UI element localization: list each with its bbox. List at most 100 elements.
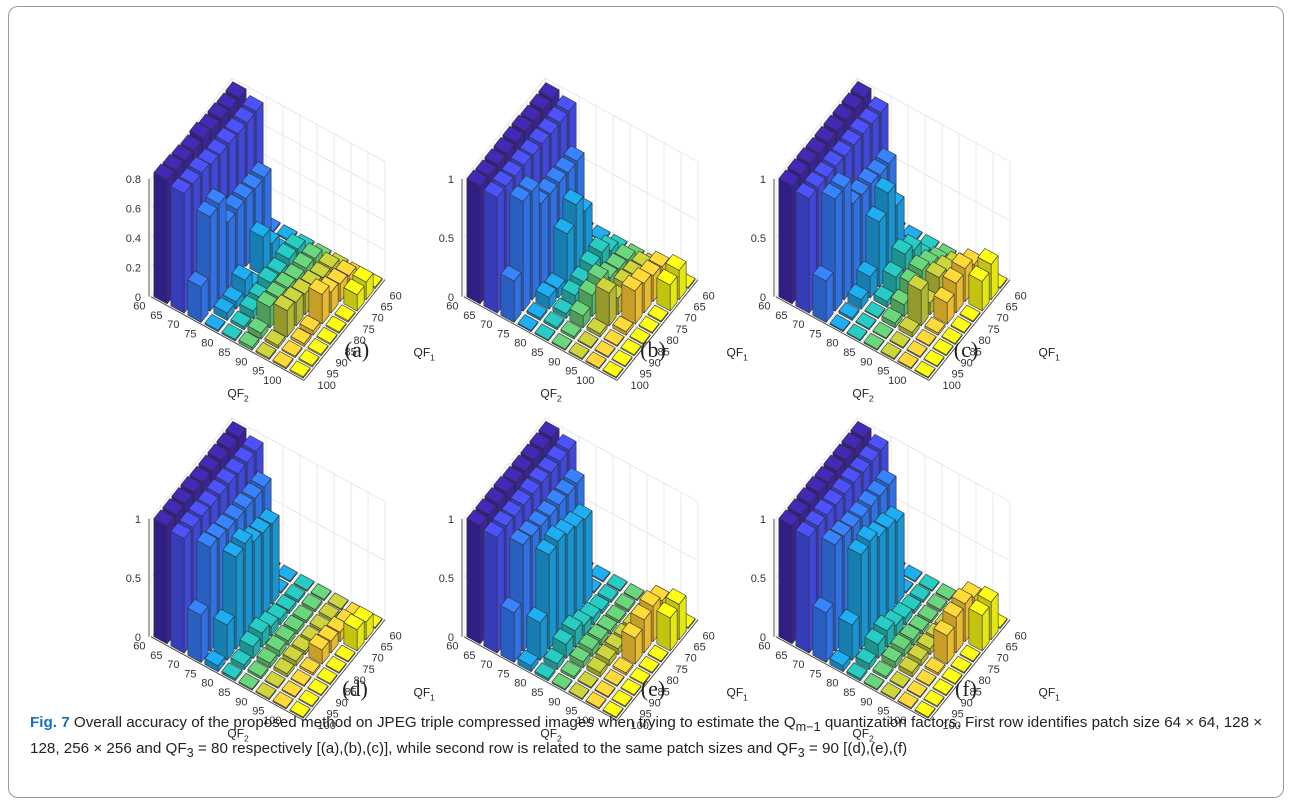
bar-face-front — [244, 534, 253, 639]
bar — [620, 338, 642, 357]
bar-face-top — [230, 648, 252, 666]
bar-face-top — [483, 181, 505, 198]
bar — [327, 592, 349, 611]
bar-face-top — [171, 487, 193, 504]
qf2-tick-label: 60 — [758, 640, 770, 652]
qf1-tick-label: 65 — [1006, 642, 1018, 654]
qf2-tick-label: 70 — [792, 659, 804, 671]
bar-face-top — [832, 103, 854, 121]
bar-face-top — [299, 314, 321, 332]
bar-face-top — [914, 360, 936, 378]
bar — [560, 660, 582, 680]
bar-face-top — [586, 317, 608, 335]
bar-face-top — [787, 158, 809, 175]
bar-face-top — [796, 147, 818, 164]
bar-face-front — [887, 519, 896, 617]
bar-face-top — [858, 445, 880, 462]
bar-face-top — [614, 243, 636, 261]
bar-face-front — [200, 606, 209, 663]
bar-face-top — [621, 274, 643, 292]
bar-face-top — [596, 614, 618, 632]
caption-text-4: = 90 [(d),(e),(f) — [804, 740, 908, 758]
qf2-tick-label: 60 — [758, 300, 770, 312]
bars — [778, 421, 1008, 719]
bar-face-top — [924, 316, 946, 334]
bar — [656, 601, 678, 652]
bar-face-top — [900, 594, 922, 611]
caption-sub-2: 3 — [186, 746, 194, 761]
bar-face-top — [301, 242, 323, 259]
bar-face-top — [247, 316, 269, 334]
caption-text-2: quantization factors. First row identifi… — [30, 714, 1263, 758]
bar-face-top — [257, 610, 279, 628]
bar — [606, 573, 628, 592]
bar-face-top — [829, 314, 851, 331]
qf2-tick-label: 80 — [514, 678, 526, 690]
qf2-tick-label: 95 — [877, 366, 889, 378]
bar-face-front — [522, 192, 531, 312]
bar-face-front — [896, 512, 905, 605]
bar-face-front — [253, 532, 262, 628]
bar-face-top — [290, 327, 312, 344]
qf1-axis-line — [303, 619, 386, 721]
bar-face-top — [804, 510, 826, 527]
bar-face-top — [264, 329, 286, 346]
qf1-tick-label: 95 — [640, 369, 652, 381]
bar-face-top — [222, 541, 244, 558]
bar — [534, 323, 556, 342]
bar-face-top — [648, 584, 670, 602]
bar-face-top — [334, 304, 356, 322]
qf2-axis-line — [463, 636, 618, 721]
bar — [881, 645, 903, 669]
bar-face-top — [874, 176, 896, 194]
qf2-axis-line — [150, 296, 305, 381]
bar-face-top — [207, 102, 229, 119]
axes — [461, 518, 699, 721]
qf2-tick-label: 70 — [480, 659, 492, 671]
bar — [543, 311, 565, 331]
bar-face-top — [830, 519, 852, 537]
bar-face-top — [814, 465, 836, 483]
bar-face-top — [283, 263, 305, 280]
bar-face-top — [546, 445, 568, 462]
qf1-tick-label: 65 — [694, 302, 706, 314]
bar — [560, 320, 582, 340]
bar-face-top — [977, 585, 999, 603]
bar-face-top — [231, 527, 253, 545]
qf1-tick-label: 90 — [336, 698, 348, 710]
bar-face-top — [857, 167, 879, 185]
caption-text: Overall accuracy of the proposed method … — [69, 714, 796, 731]
bar-face-top — [925, 261, 947, 278]
bar — [517, 314, 539, 333]
bar — [568, 682, 590, 700]
bar-face-top — [326, 267, 348, 285]
bar — [855, 647, 877, 671]
bar — [950, 315, 972, 334]
bar-face-top — [839, 511, 861, 528]
bar-face-top — [502, 125, 524, 143]
z-tick-label: 1 — [135, 514, 141, 526]
bar-face-top — [579, 601, 601, 619]
bar-face-top — [187, 598, 209, 616]
bar-face-top — [620, 678, 642, 695]
qf1-tick-label: 75 — [676, 324, 688, 336]
qf1-tick-label: 95 — [640, 709, 652, 721]
bar-face-top — [831, 139, 853, 157]
qf2-axis-line — [463, 296, 618, 381]
bar — [846, 323, 868, 342]
bar-face-front — [209, 207, 218, 312]
bar-face-front — [834, 190, 843, 312]
qf2-tick-label: 60 — [133, 640, 145, 652]
bar — [915, 669, 937, 687]
qf2-tick-label: 85 — [218, 687, 230, 699]
bar-face-top — [517, 314, 539, 331]
bar — [602, 700, 624, 719]
qf1-axis-line — [928, 279, 1011, 381]
bar-face-top — [543, 647, 565, 665]
bar — [941, 327, 963, 345]
bar — [526, 301, 548, 321]
bar-face-top — [941, 667, 963, 684]
bar-face-top — [935, 583, 957, 600]
bar — [829, 649, 851, 673]
bar-face-top — [187, 270, 209, 288]
